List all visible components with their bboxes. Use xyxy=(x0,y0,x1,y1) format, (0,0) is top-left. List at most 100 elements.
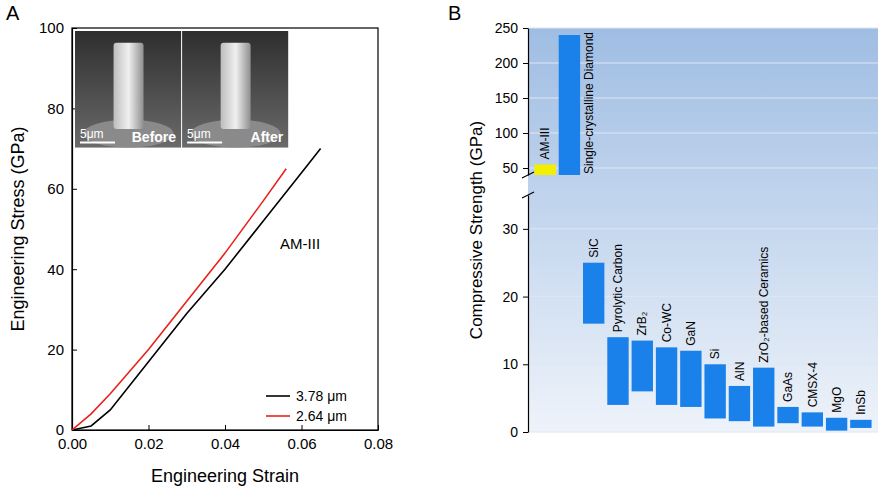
panel-label: A xyxy=(6,2,20,24)
tick: 40 xyxy=(47,261,77,278)
tick-mark xyxy=(523,297,528,298)
category-label: MgO xyxy=(830,387,844,413)
bar xyxy=(632,341,653,392)
legend-label: 2.64 μm xyxy=(296,408,347,424)
plot-frame xyxy=(72,28,378,430)
tick-label: 150 xyxy=(495,90,519,106)
tick-label: 20 xyxy=(502,289,518,305)
grid-line xyxy=(528,228,878,229)
bar xyxy=(680,351,701,407)
bar xyxy=(704,364,725,418)
bars xyxy=(583,263,872,431)
bar xyxy=(802,412,823,426)
legend-swatch xyxy=(266,395,290,397)
tick: 0.04 xyxy=(211,425,240,452)
tick-label: 40 xyxy=(47,261,64,278)
tick-label: 100 xyxy=(39,19,64,36)
tick: 200 xyxy=(495,55,528,71)
x-axis-title: Engineering Strain xyxy=(151,466,299,486)
tick: 250 xyxy=(495,20,528,36)
tick-label: 50 xyxy=(502,160,518,176)
tick-mark xyxy=(523,364,528,365)
axis-line xyxy=(73,430,379,431)
lines xyxy=(72,149,321,430)
axis-line xyxy=(528,29,529,176)
y-axis-title: Engineering Stress (GPa) xyxy=(8,126,28,331)
tick-label: 0 xyxy=(510,424,518,440)
tick-label: 0.04 xyxy=(211,435,240,452)
grid-line xyxy=(528,168,878,169)
category-label: Single-crystalline Diamond xyxy=(582,32,596,174)
category-label: AM-III xyxy=(538,128,552,160)
tick-mark xyxy=(523,28,528,29)
bar xyxy=(753,368,774,427)
tick-label: 60 xyxy=(47,180,64,197)
tick: 0.08 xyxy=(364,425,393,452)
tick-label: 20 xyxy=(47,341,64,358)
category-label: InSb xyxy=(854,390,868,415)
axis-break xyxy=(522,172,534,198)
category-label: Co-WC xyxy=(660,303,674,343)
inset-pillar xyxy=(114,43,144,129)
bar xyxy=(850,420,871,428)
axis: 0.000.020.040.060.08 xyxy=(58,425,393,452)
break-mark xyxy=(522,192,534,198)
bar xyxy=(729,386,750,421)
axis-line xyxy=(72,29,73,431)
category-label: AlN xyxy=(733,362,747,381)
tick-mark xyxy=(523,98,528,99)
scale-bar xyxy=(80,142,115,144)
bar xyxy=(583,263,604,324)
category-label: Si xyxy=(708,349,722,360)
tick-mark xyxy=(72,189,77,190)
inset-image xyxy=(182,31,288,148)
grid xyxy=(528,229,878,432)
inset-pillar xyxy=(221,43,251,129)
tick: 0 xyxy=(510,424,528,440)
tick-label: 80 xyxy=(47,100,64,117)
grid-line xyxy=(528,63,878,64)
tick-label: 10 xyxy=(502,356,518,372)
tick-mark xyxy=(72,269,77,270)
category-label: GaAs xyxy=(781,372,795,402)
tick-label: 0.02 xyxy=(134,435,163,452)
axis-line xyxy=(528,196,529,433)
category-label: Pyrolytic Carbon xyxy=(611,244,625,332)
tick-mark xyxy=(523,168,528,169)
tick-label: 100 xyxy=(495,125,519,141)
tick: 100 xyxy=(495,125,528,141)
bar xyxy=(656,347,677,405)
tick-label: 0.06 xyxy=(287,435,316,452)
axis: 50 100 150 200 250 xyxy=(495,20,529,176)
panel-label: B xyxy=(448,2,461,24)
tick: 30 xyxy=(502,221,528,237)
bar xyxy=(777,407,798,423)
scale-bar-label: 5μm xyxy=(187,127,211,141)
category-labels: AM-IIISingle-crystalline DiamondSiCPyrol… xyxy=(538,32,868,415)
grid-line xyxy=(528,133,878,134)
tick-label: 0.08 xyxy=(364,435,393,452)
tick-mark xyxy=(149,425,150,430)
tick-label: 30 xyxy=(502,221,518,237)
tick: 20 xyxy=(47,341,77,358)
axis: 0 10 20 30 xyxy=(502,196,528,440)
grid-line xyxy=(528,28,878,29)
line xyxy=(72,149,321,430)
tick: 100 xyxy=(39,19,77,36)
axis: 0 20 40 60 80 100 xyxy=(39,19,77,438)
bar xyxy=(559,35,580,175)
bars xyxy=(534,35,580,175)
category-label: CMSX-4 xyxy=(806,362,820,408)
inset-label: Before xyxy=(132,129,177,145)
panel-b: B 0 10 20 30 50 100 150 200 250 AM-III Single-cryst… xyxy=(448,2,878,440)
tick: 0.06 xyxy=(287,425,316,452)
category-label: ZrB₂ xyxy=(635,311,649,335)
grid-line xyxy=(528,432,878,433)
tick-mark xyxy=(523,229,528,230)
tick-mark xyxy=(523,432,528,433)
tick-label: 0 xyxy=(56,421,64,438)
tick: 150 xyxy=(495,90,528,106)
grid-line xyxy=(528,98,878,99)
tick-mark xyxy=(72,350,77,351)
tick: 60 xyxy=(47,180,77,197)
